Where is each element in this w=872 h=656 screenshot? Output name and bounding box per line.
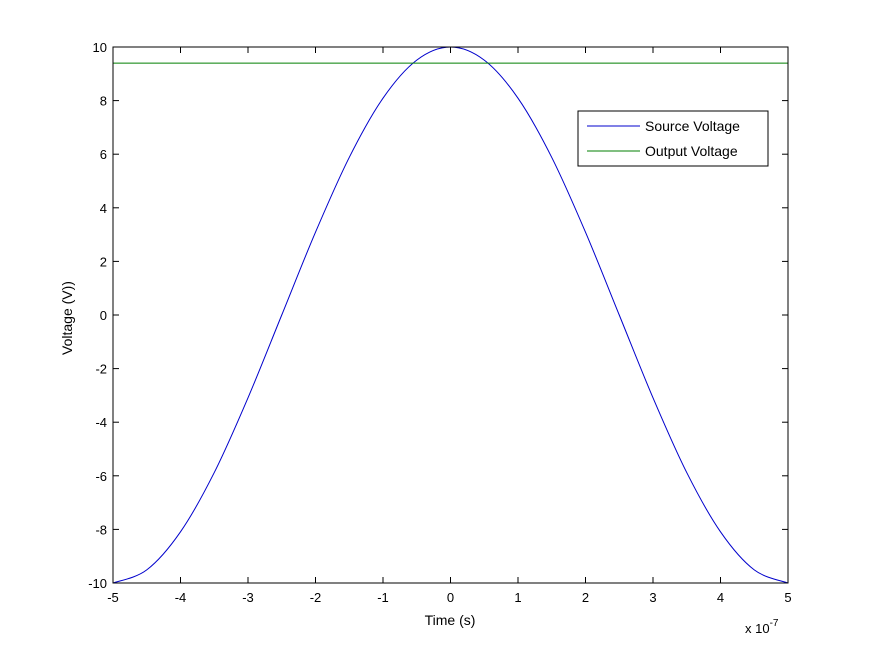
y-tick-label: -10: [88, 576, 107, 591]
legend-box: [577, 110, 769, 167]
x-tick-label: 1: [514, 590, 521, 605]
y-tick-label: 10: [93, 40, 107, 55]
x-tick-label: -2: [310, 590, 322, 605]
y-tick-label: 8: [100, 94, 107, 109]
x-tick-label: 4: [717, 590, 724, 605]
x-tick-label: -4: [175, 590, 187, 605]
x-tick-label: 0: [447, 590, 454, 605]
legend: Source Voltage Output Voltage: [577, 110, 769, 167]
legend-label-output: Output Voltage: [645, 143, 738, 159]
x-tick-label: -3: [242, 590, 254, 605]
x-axis-multiplier-exponent: -7: [770, 618, 779, 629]
legend-label-source: Source Voltage: [645, 118, 740, 134]
x-axis-label: Time (s): [425, 612, 476, 628]
y-tick-label: -2: [95, 362, 107, 377]
x-tick-label: -1: [377, 590, 389, 605]
y-tick-label: 4: [100, 201, 107, 216]
y-tick-label: -6: [95, 469, 107, 484]
x-tick-label: -5: [107, 590, 119, 605]
y-tick-label: -4: [95, 415, 107, 430]
x-axis-multiplier: x 10-7: [745, 618, 779, 636]
y-tick-label: 0: [100, 308, 107, 323]
y-tick-label: -8: [95, 522, 107, 537]
x-tick-label: 2: [582, 590, 589, 605]
x-tick-label: 5: [784, 590, 791, 605]
y-axis-label: Voltage (V)): [59, 281, 75, 355]
axes-box: [112, 46, 789, 584]
x-axis-multiplier-base: x 10: [745, 621, 770, 636]
y-tick-label: 2: [100, 254, 107, 269]
y-tick-label: 6: [100, 147, 107, 162]
x-tick-label: 3: [649, 590, 656, 605]
